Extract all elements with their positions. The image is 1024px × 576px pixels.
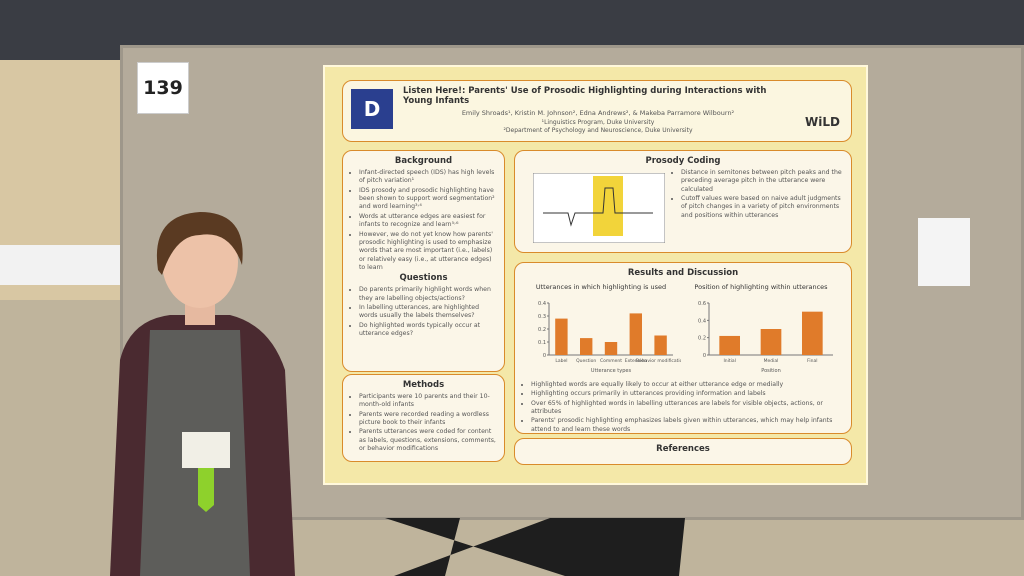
chart-title: Utterances in which highlighting is used bbox=[536, 283, 666, 291]
pitch-track bbox=[543, 187, 653, 227]
chart-title: Position of highlighting within utteranc… bbox=[694, 283, 828, 291]
section-heading: Results and Discussion bbox=[627, 268, 739, 278]
duke-logo: D bbox=[351, 89, 393, 129]
prosody-section: Prosody Coding Distance in semitones betw… bbox=[514, 150, 852, 253]
bullet-item: Highlighted words are equally likely to … bbox=[531, 381, 845, 389]
y-tick-label: 0.3 bbox=[538, 314, 546, 320]
y-tick-label: 0.6 bbox=[698, 301, 706, 307]
bullet-list: Highlighted words are equally likely to … bbox=[521, 381, 845, 433]
y-tick-label: 0.4 bbox=[538, 301, 546, 307]
y-tick-label: 0 bbox=[703, 353, 706, 359]
affiliation: ²Department of Psychology and Neuroscien… bbox=[503, 127, 693, 134]
x-tick-label: Label bbox=[555, 358, 567, 364]
bullet-item: Do highlighted words typically occur at … bbox=[359, 322, 498, 339]
section-heading: Background bbox=[394, 156, 453, 166]
highlight-band bbox=[593, 176, 623, 236]
x-axis-label: Position bbox=[761, 368, 780, 374]
affiliation: ¹Linguistics Program, Duke University bbox=[541, 119, 655, 126]
bar-chart: Utterances in which highlighting is used… bbox=[536, 283, 681, 374]
section-heading: Questions bbox=[399, 273, 448, 284]
note-pad bbox=[918, 218, 970, 286]
y-tick-label: 0.1 bbox=[538, 340, 546, 346]
bar bbox=[654, 335, 667, 355]
bar bbox=[555, 318, 568, 355]
pitch-figure bbox=[533, 173, 665, 243]
tables bbox=[0, 245, 125, 285]
bullet-item: Infant-directed speech (IDS) has high le… bbox=[359, 169, 498, 186]
results-section: Results and Discussion Utterances in whic… bbox=[514, 262, 852, 434]
bar bbox=[802, 311, 823, 355]
poster-title: Listen Here!: Parents' Use of Prosodic H… bbox=[403, 86, 767, 106]
references-section: References bbox=[514, 438, 852, 465]
bullet-item: However, we do not yet know how parents'… bbox=[359, 231, 498, 273]
hair bbox=[156, 212, 243, 275]
presenter bbox=[110, 212, 295, 576]
x-tick-label: Comment bbox=[600, 358, 622, 364]
bar-chart: Position of highlighting within utteranc… bbox=[694, 283, 833, 374]
y-tick-label: 0 bbox=[543, 353, 546, 359]
bullet-item: Do parents primarily highlight words whe… bbox=[359, 286, 498, 303]
bullet-item: Parents' prosodic highlighting emphasize… bbox=[531, 417, 845, 433]
bullet-item: Highlighting occurs primarily in utteran… bbox=[531, 390, 845, 398]
bar bbox=[629, 313, 642, 355]
section-heading: Methods bbox=[402, 380, 445, 390]
x-tick-label: Behavior modification bbox=[636, 358, 681, 364]
y-tick-label: 0.2 bbox=[698, 336, 706, 342]
section-heading: Prosody Coding bbox=[645, 156, 721, 166]
x-tick-label: Final bbox=[807, 358, 817, 364]
x-tick-label: Question bbox=[576, 358, 596, 364]
bullet-item: Cutoff values were based on naive adult … bbox=[681, 195, 845, 220]
bar bbox=[719, 335, 740, 355]
x-tick-label: Initial bbox=[723, 358, 735, 364]
section-heading: References bbox=[656, 444, 710, 454]
bar bbox=[604, 342, 618, 355]
background-section: Background Infant-directed speech (IDS) h… bbox=[342, 150, 505, 372]
bullet-list: Distance in semitones between pitch peak… bbox=[671, 169, 845, 220]
poster-header: D Listen Here!: Parents' Use of Prosodic… bbox=[342, 80, 852, 142]
methods-section: Methods Participants were 10 parents and … bbox=[342, 374, 505, 462]
bullet-list: Participants were 10 parents and their 1… bbox=[349, 393, 498, 454]
lab-logo: WiLD bbox=[805, 115, 840, 129]
x-tick-label: Extension bbox=[625, 358, 647, 364]
name-badge bbox=[182, 432, 230, 468]
bullet-item: Words at utterance edges are easiest for… bbox=[359, 213, 498, 230]
bullet-item: Parents utterances were coded for conten… bbox=[359, 428, 498, 453]
charts-row: Utterances in which highlighting is used… bbox=[521, 281, 845, 381]
bar bbox=[760, 329, 782, 355]
bullet-list: Do parents primarily highlight words whe… bbox=[349, 286, 498, 338]
y-tick-label: 0.2 bbox=[538, 327, 546, 333]
bullet-item: Over 65% of highlighted words in labelli… bbox=[531, 400, 845, 417]
bullet-item: Participants were 10 parents and their 1… bbox=[359, 393, 498, 410]
x-tick-label: Medial bbox=[764, 358, 779, 364]
bullet-list: Infant-directed speech (IDS) has high le… bbox=[349, 169, 498, 272]
y-tick-label: 0.4 bbox=[698, 318, 706, 324]
bullet-item: IDS prosody and prosodic highlighting ha… bbox=[359, 187, 498, 212]
poster: D Listen Here!: Parents' Use of Prosodic… bbox=[323, 65, 868, 485]
ribbon bbox=[198, 468, 214, 512]
bar bbox=[580, 338, 593, 355]
bullet-item: Distance in semitones between pitch peak… bbox=[681, 169, 845, 194]
poster-authors: Emily Shroads¹, Kristin M. Johnson², Edn… bbox=[461, 109, 735, 117]
bullet-item: In labelling utterances, are highlighted… bbox=[359, 304, 498, 321]
bullet-item: Parents were recorded reading a wordless… bbox=[359, 411, 498, 428]
x-axis-label: Utterance types bbox=[591, 368, 632, 374]
booth-number: 139 bbox=[137, 62, 189, 114]
